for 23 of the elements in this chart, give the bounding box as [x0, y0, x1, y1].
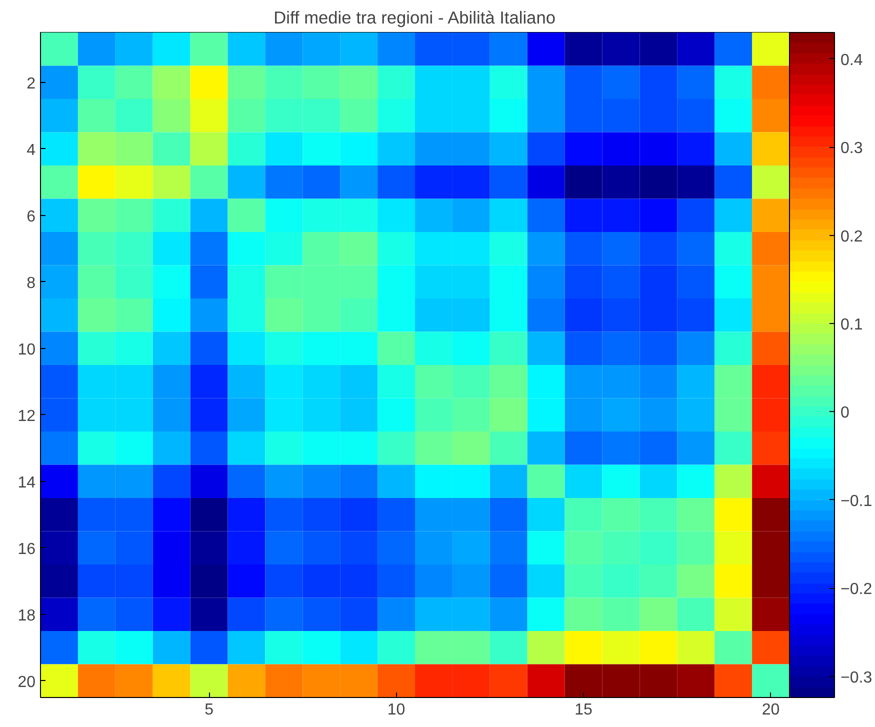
- y-tick-label: 10: [18, 341, 36, 358]
- y-tick-label: 16: [18, 540, 36, 558]
- x-tick-label: 5: [204, 702, 214, 718]
- y-tick-label: 20: [18, 674, 36, 691]
- x-tick-label: 15: [574, 702, 593, 718]
- y-tick-label: 14: [18, 474, 36, 492]
- color-bar-label: −0.1: [840, 492, 872, 510]
- y-tick-label: 12: [18, 408, 36, 425]
- color-bar-label: −0.3: [840, 669, 872, 686]
- color-bar-label: 0.2: [840, 228, 863, 246]
- color-bar-label: 0: [840, 404, 850, 422]
- color-bar-label: 0.4: [840, 52, 863, 69]
- y-tick-label: 18: [18, 607, 36, 624]
- x-tick-label: 20: [762, 702, 780, 718]
- y-tick-label: 6: [26, 208, 36, 226]
- y-tick-label: 8: [26, 274, 36, 292]
- color-bar-label: −0.2: [840, 581, 872, 598]
- y-tick-label: 4: [26, 142, 36, 159]
- chart-title: Diff medie tra regioni - Abilità Italiano: [274, 8, 556, 28]
- x-tick-label: 10: [387, 702, 406, 718]
- color-bar-label: 0.1: [840, 316, 863, 334]
- y-tick-label: 2: [26, 75, 36, 92]
- color-bar-label: 0.3: [840, 140, 863, 158]
